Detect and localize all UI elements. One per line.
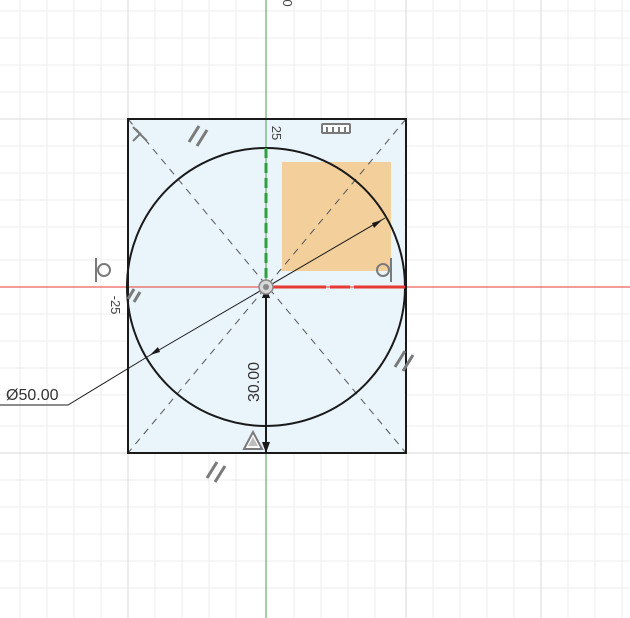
tangent-constraint-icon[interactable] xyxy=(95,258,111,282)
center-point[interactable] xyxy=(258,279,274,295)
selection-highlight[interactable] xyxy=(282,162,391,271)
parallel-constraint-icon[interactable] xyxy=(205,461,227,483)
axis-top-label: 25 xyxy=(269,126,284,140)
axis-edge-label: 0 xyxy=(280,0,295,7)
parallel-constraint-icon[interactable] xyxy=(187,125,209,147)
vertical-dimension-value[interactable]: 30.00 xyxy=(246,362,263,402)
diameter-dimension-value[interactable]: Ø50.00 xyxy=(6,387,59,404)
parallel-constraint-icon[interactable] xyxy=(126,288,142,303)
parallel-constraint-icon[interactable] xyxy=(393,350,415,372)
tangent-constraint-icon[interactable] xyxy=(376,258,392,282)
fix-constraint-icon[interactable] xyxy=(242,429,264,450)
perpendicular-constraint-icon[interactable] xyxy=(132,126,148,142)
horizontal-constraint-icon[interactable] xyxy=(321,123,351,134)
axis-left-label: -25 xyxy=(108,296,123,315)
